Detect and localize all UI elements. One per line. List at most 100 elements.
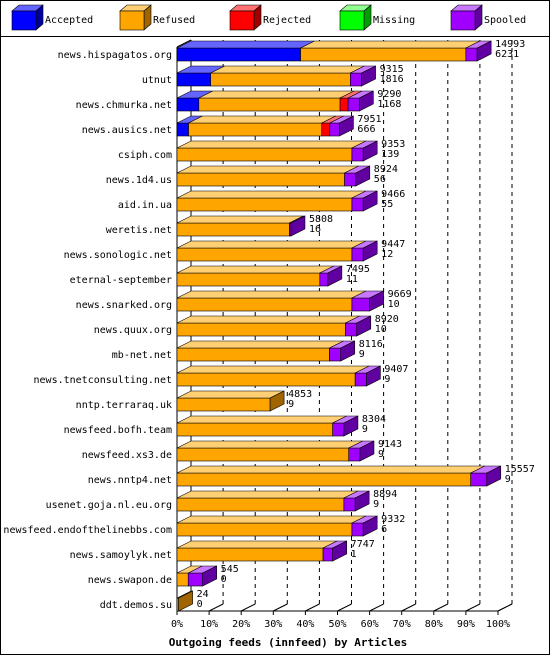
value-label-bottom-mb-net-net: 9 [359,349,365,360]
category-label-newsfeed-bofh-team: newsfeed.bofh.team [64,425,172,436]
bar-front-refused [176,172,345,187]
value-label-bottom-csiph-com: 139 [381,149,399,160]
category-label-usenet-goja-nl-eu-org: usenet.goja.nl.eu.org [46,500,172,511]
value-label-top-eternal-september: 7495 [346,264,370,275]
value-label-top-mb-net-net: 8116 [359,339,383,350]
floor-line-90 [465,603,481,612]
category-label-aid-in-ua: aid.in.ua [118,200,172,211]
bar-side-news-chmurka-net [359,90,374,112]
value-label-bottom-weretis-net: 16 [309,224,321,235]
bar-front-refused [176,547,324,562]
category-label-news-1d4-us: news.1d4.us [106,175,172,186]
bar-front-spooled [343,497,356,512]
bar-top-refused [300,40,481,49]
category-label-news-nntp4-net: news.nntp4.net [88,475,172,486]
bar-top-accepted [176,40,315,49]
category-label-csiph-com: csiph.com [118,150,172,161]
value-label-top-utnut: 9315 [380,64,404,75]
bar-side-eternal-september [327,265,343,287]
category-label-weretis-net: weretis.net [106,225,172,236]
bar-top-refused [176,515,367,524]
bar-front-refused [176,372,356,387]
bar-segment-refused [176,140,367,162]
bar-segment-spooled [351,290,384,312]
x-tick-label-70: 70% [393,619,411,630]
bar-front-spooled [187,572,203,587]
bar-front-refused [176,322,346,337]
value-label-top-aid-in-ua: 9466 [381,189,405,200]
bar-segment-refused [176,540,338,562]
value-label-top-news-nntp4-net: 15557 [505,464,535,475]
bar-top-refused [176,390,285,399]
value-label-bottom-ddt-demos-su: 0 [197,599,203,610]
bar-front-accepted [176,47,301,62]
bar-top-refused [176,240,367,249]
bar-front-refused [176,147,353,162]
bar-segment-accepted [176,40,315,62]
chart-title: Outgoing feeds (innfeed) by Articles [169,636,407,649]
bar-front-spooled [344,172,357,187]
category-labels: news.hispagatos.org utnut news.chmurka.net… [3,50,172,611]
bar-front-refused [300,47,467,62]
category-label-nntp-terraraq-uk: nntp.terraraq.uk [76,400,172,411]
x-tick-label-10: 10% [200,619,218,630]
bar-segment-refused [176,240,367,262]
bar-side-ddt-demos-su [178,590,193,612]
bar-segment-accepted [176,115,203,137]
bar-segment-refused [176,340,344,362]
bar-side-csiph-com [362,140,378,162]
bar-segment-refused [198,90,355,112]
value-label-bottom-usenet-goja-nl-eu-org: 9 [373,499,379,510]
value-label-bottom-newsfeed-bofh-team: 9 [362,424,368,435]
value-label-top-news-tnetconsulting-net: 9407 [384,364,408,375]
bar-front-spooled [350,72,362,87]
bar-segment-refused [176,265,334,287]
bar-front-spooled [332,422,345,437]
bar-top-refused [176,465,485,474]
bar-side-news-snarked-org [369,290,384,312]
bar-top-refused [176,440,363,449]
category-label-mb-net-net: mb-net.net [112,350,172,361]
value-label-top-news-1d4-us: 8924 [374,164,398,175]
bar-segment-accepted [176,65,225,87]
bar-front-spooled [351,147,364,162]
x-tick-label-80: 80% [425,619,443,630]
value-label-bottom-nntp-terraraq-uk: 9 [288,399,294,410]
value-label-top-news-snarked-org: 9669 [388,289,412,300]
value-label-bottom-news-1d4-us: 56 [374,174,386,185]
value-label-bottom-utnut: 1816 [380,74,404,85]
bar-front-accepted [176,122,189,137]
bar-front-refused [176,347,330,362]
bar-side-news-swapon-de [202,565,217,587]
bar-side-news-1d4-us [355,165,371,187]
value-label-top-nntp-terraraq-uk: 4853 [288,389,312,400]
value-label-top-news-swapon-de: 545 [221,564,239,575]
bar-front-refused [176,522,353,537]
category-label-news-quux-org: news.quux.org [94,325,172,336]
value-label-bottom-eternal-september: 11 [346,274,358,285]
value-label-bottom-aid-in-ua: 55 [381,199,393,210]
bar-segment-refused [210,65,365,87]
x-tick-label-60: 60% [361,619,379,630]
x-tick-label-40: 40% [296,619,314,630]
value-label-bottom-news-samoylyk-net: 1 [351,549,357,560]
x-tick-label-100: 100% [486,619,510,630]
value-label-bottom-newsfeed-xs3-de: 9 [378,449,384,460]
bar-segment-refused [176,190,367,212]
legend-label-rejected: Rejected [263,15,311,26]
bar-top-refused [176,165,359,174]
corner-diagonal [497,603,513,612]
legend-swatch-rejected [229,10,255,31]
bar-side-newsfeed-bofh-team [343,415,359,437]
bar-segment-refused [188,115,336,137]
bar-side-usenet-goja-nl-eu-org [354,490,370,512]
bar-top-refused [176,290,367,299]
bar-front-refused [188,122,323,137]
bar-side-news-hispagatos-org [476,40,492,62]
bar-side-newsfeed-endofthelinebbs-com [362,515,378,537]
category-label-news-samoylyk-net: news.samoylyk.net [70,550,172,561]
legend-swatch-refused [119,10,145,31]
x-tick-label-30: 30% [264,619,282,630]
legend-label-accepted: Accepted [45,15,93,26]
bar-front-spooled [470,472,488,487]
